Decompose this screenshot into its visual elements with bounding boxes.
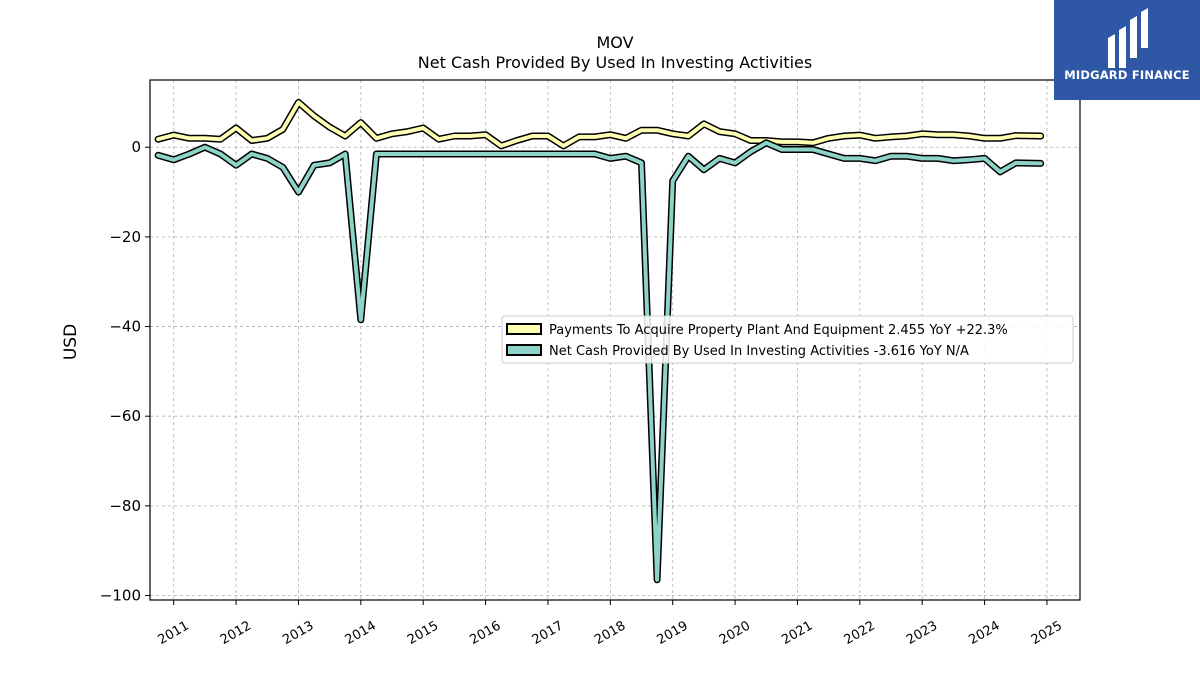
- legend-label-0: Payments To Acquire Property Plant And E…: [549, 323, 1008, 338]
- logo-mark-icon: [1108, 8, 1148, 68]
- x-tick-label: 2014: [343, 618, 379, 648]
- chart-subtitle: Net Cash Provided By Used In Investing A…: [418, 53, 812, 72]
- x-tick-label: 2011: [156, 618, 192, 648]
- chart-title: MOV: [596, 33, 633, 52]
- x-tick-label: 2022: [842, 618, 878, 648]
- brand-logo: MIDGARD FINANCE: [1054, 0, 1200, 100]
- x-tick-label: 2012: [218, 618, 254, 648]
- legend-box: [501, 315, 1074, 364]
- x-tick-label: 2019: [655, 618, 691, 648]
- legend-swatch-0: [506, 323, 542, 335]
- x-tick-label: 2018: [592, 618, 628, 648]
- x-tick-label: 2025: [1029, 618, 1065, 648]
- series-line-0: [156, 100, 1043, 148]
- legend-swatch-1: [506, 344, 542, 356]
- x-tick-label: 2015: [405, 618, 441, 648]
- series-outline-0: [154, 98, 1045, 150]
- y-tick-label: 0: [131, 138, 141, 156]
- series-lines: [154, 98, 1045, 584]
- legend: Payments To Acquire Property Plant And E…: [501, 315, 1074, 364]
- x-tick-label: 2017: [530, 618, 566, 648]
- x-tick-label: 2024: [966, 618, 1002, 648]
- x-tick-label: 2023: [904, 618, 940, 648]
- plot-area-frame: [149, 79, 1081, 601]
- y-tick-label: −60: [109, 407, 141, 425]
- x-tick-label: 2016: [467, 618, 503, 648]
- y-tick-label: −100: [100, 587, 141, 605]
- brand-name: MIDGARD FINANCE: [1064, 68, 1190, 82]
- x-tick-label: 2021: [779, 618, 815, 648]
- x-tick-label: 2013: [280, 618, 316, 648]
- axes: 0 −20 −40 −60 −80 −100 2011 2012 2013 2014 2015 201…: [100, 138, 1065, 648]
- x-tick-label: 2020: [717, 618, 753, 648]
- y-tick-label: −80: [109, 497, 141, 515]
- series-line-1: [156, 140, 1043, 582]
- y-axis-label: USD: [61, 324, 81, 360]
- y-tick-label: −20: [109, 228, 141, 246]
- legend-label-1: Net Cash Provided By Used In Investing A…: [549, 344, 969, 359]
- y-tick-label: −40: [109, 318, 141, 336]
